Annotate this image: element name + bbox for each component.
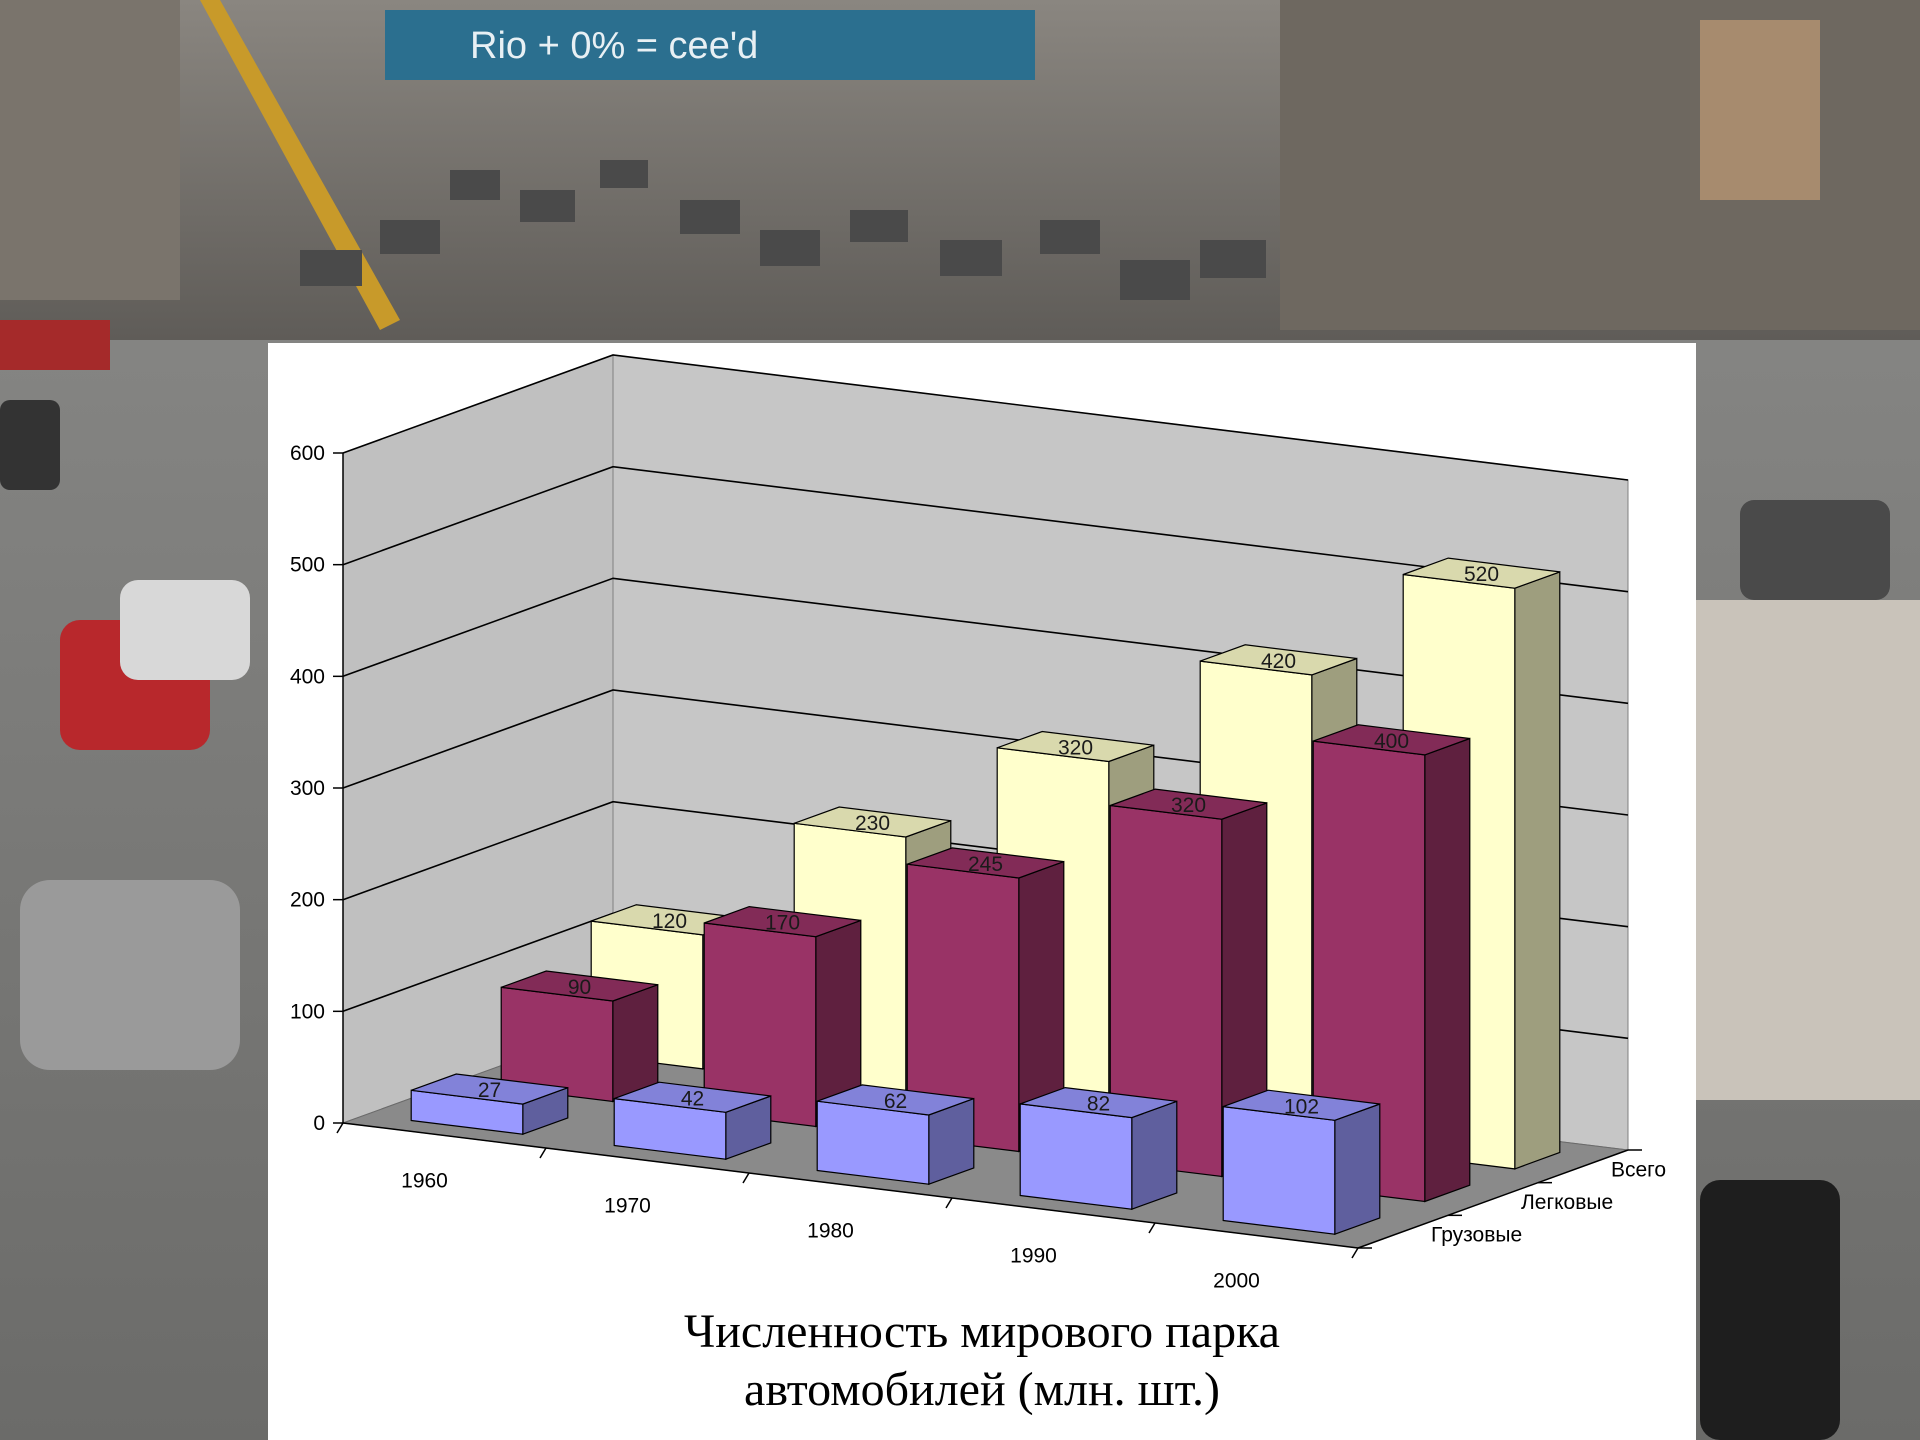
bar-top	[906, 847, 1065, 879]
data-label: 420	[1261, 650, 1296, 673]
bar-side	[612, 983, 659, 1103]
data-label: 320	[1058, 737, 1093, 760]
data-label: 230	[855, 812, 890, 835]
bar-top	[793, 806, 952, 838]
bar-0-1: 42	[613, 1081, 772, 1161]
y-tick-label: 600	[290, 442, 325, 465]
y-tick-label: 100	[290, 1000, 325, 1023]
data-label: 90	[568, 976, 591, 999]
data-label: 42	[681, 1087, 704, 1110]
x-tick-label-1980: 1980	[807, 1220, 854, 1243]
x-tick-mark	[1351, 1247, 1359, 1259]
data-label: 320	[1171, 794, 1206, 817]
bar-1-1: 170	[703, 905, 862, 1128]
bar-top	[996, 730, 1155, 763]
gridline-500	[342, 465, 1629, 593]
bar-front	[816, 1100, 930, 1185]
y-tick-label: 500	[290, 554, 325, 577]
data-label: 120	[652, 910, 687, 933]
banner-text: Rio + 0% = cee'd	[470, 25, 758, 67]
y-tick-label: 400	[290, 665, 325, 688]
data-label: 400	[1374, 730, 1409, 753]
data-label: 170	[765, 912, 800, 935]
bar-top	[1402, 557, 1561, 589]
bar-0-0: 27	[410, 1073, 569, 1136]
bar-top	[613, 1081, 772, 1113]
bar-front	[1019, 1103, 1133, 1210]
y-tick-label: 0	[313, 1112, 325, 1135]
x-tick-label-2000: 2000	[1213, 1270, 1260, 1293]
data-label: 520	[1464, 563, 1499, 586]
x-axis-line	[342, 1122, 1359, 1249]
left-cars	[0, 400, 250, 1070]
bar-1-3: 320	[1109, 788, 1268, 1178]
series-label-1: Легковые	[1521, 1191, 1613, 1214]
data-label: 102	[1284, 1095, 1319, 1118]
bar-top	[1199, 644, 1358, 676]
bar-top	[703, 905, 862, 938]
x-tick-mark	[945, 1197, 953, 1209]
x-tick-mark	[336, 1122, 344, 1134]
x-tick-label-1990: 1990	[1010, 1245, 1057, 1268]
x-tick-mark	[539, 1147, 547, 1159]
series-label-0: Грузовые	[1431, 1224, 1522, 1247]
bar-top	[500, 970, 659, 1002]
kia-banner: Rio + 0% = cee'd	[385, 10, 1035, 80]
bar-side	[1334, 1103, 1381, 1236]
y-tick-label: 200	[290, 889, 325, 912]
bar-0-4: 102	[1222, 1089, 1381, 1236]
series-label-2: Всего	[1611, 1158, 1666, 1181]
x-tick-label-1960: 1960	[401, 1170, 448, 1193]
bar-top	[1109, 788, 1268, 820]
bar-top	[1019, 1086, 1178, 1119]
y-tick-label: 300	[290, 777, 325, 800]
bar-top	[1222, 1089, 1381, 1121]
x-tick-mark	[1148, 1222, 1156, 1234]
bar-top	[1312, 724, 1471, 756]
chart-title: Численность мирового парка автомобилей (…	[268, 1303, 1696, 1419]
x-tick-label-1970: 1970	[604, 1195, 651, 1218]
chart-title-line-1: Численность мирового парка	[684, 1305, 1280, 1358]
bar-side	[1131, 1100, 1178, 1211]
data-label: 245	[968, 853, 1003, 876]
gridline-600	[342, 354, 1629, 481]
bar-1-4: 400	[1312, 724, 1471, 1203]
data-label: 27	[478, 1079, 501, 1102]
chart-panel: 0 100 200 300 400 500 600 1960 1970 1980 1990 2000 Г…	[268, 343, 1696, 1440]
bar-0-2: 62	[816, 1084, 975, 1186]
x-tick-mark	[742, 1172, 750, 1184]
bar-top	[410, 1073, 569, 1105]
data-label: 62	[884, 1090, 907, 1113]
data-label: 82	[1087, 1093, 1110, 1116]
bar-side	[1514, 571, 1561, 1170]
chart-title-line-2: автомобилей (млн. шт.)	[744, 1363, 1220, 1416]
bar-1-2: 245	[906, 847, 1065, 1153]
bar-top	[816, 1084, 975, 1116]
bar-front	[1222, 1105, 1336, 1235]
bar-side	[1424, 737, 1471, 1203]
bar-0-3: 82	[1019, 1086, 1178, 1211]
depth-axis-line	[1357, 1149, 1629, 1249]
bar-1-0: 90	[500, 970, 659, 1103]
chart-3d-column: 0 100 200 300 400 500 600 1960 1970 1980 1990 2000 Г…	[290, 354, 1666, 1293]
